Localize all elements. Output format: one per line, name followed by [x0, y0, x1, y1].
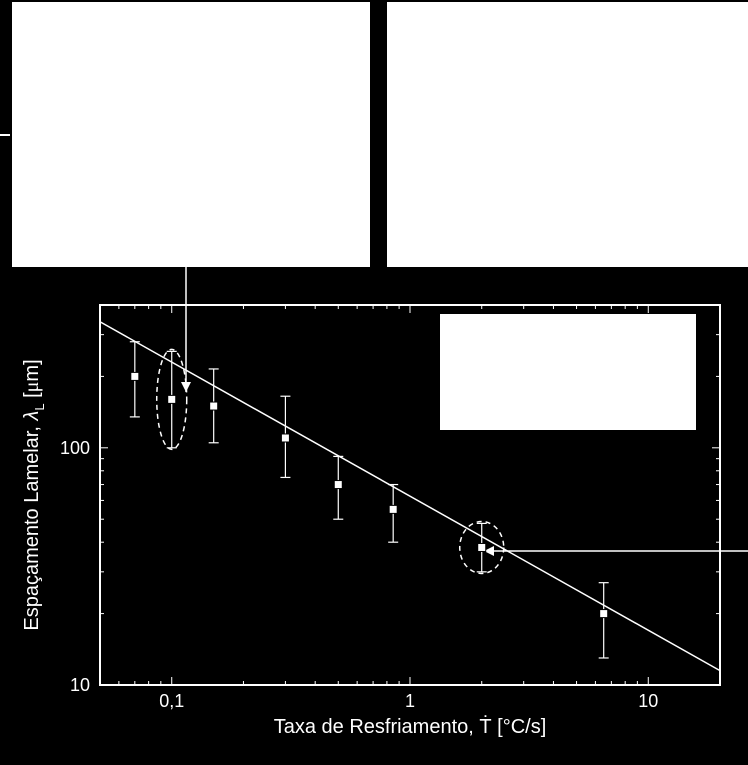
chart-svg: 0,1 1 10 10 100 Taxa de Resfriamento, Ṫ [°C/…: [0, 0, 748, 765]
y-tick-label: 10: [70, 675, 90, 695]
y-axis-label: Espaçamento Lamelar, λL [μm]: [21, 359, 47, 630]
x-tick-label: 1: [405, 691, 415, 711]
x-axis-label: Taxa de Resfriamento, Ṫ [°C/s]: [274, 715, 547, 738]
y-tick-label: 100: [60, 438, 90, 458]
legend-box: [440, 314, 696, 430]
tick-labels: 0,1 1 10 10 100: [60, 438, 658, 711]
x-tick-label: 0,1: [159, 691, 184, 711]
figure-root: 0,1 1 10 10 100 Taxa de Resfriamento, Ṫ [°C/…: [0, 0, 748, 765]
x-tick-label: 10: [638, 691, 658, 711]
